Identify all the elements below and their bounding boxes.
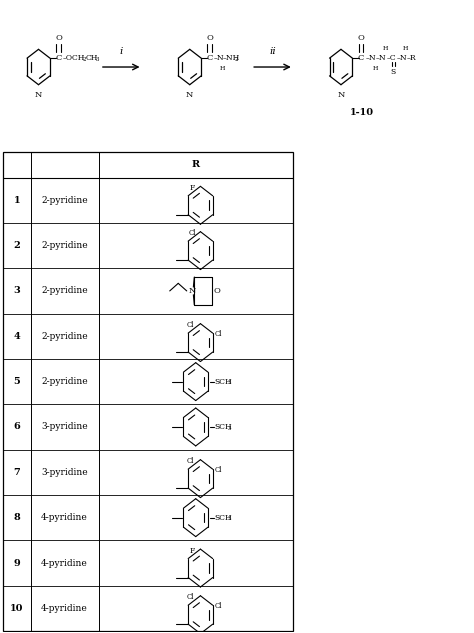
Text: Cl: Cl bbox=[214, 330, 221, 339]
Text: 9: 9 bbox=[13, 558, 20, 568]
Text: –N: –N bbox=[376, 54, 387, 62]
Text: N: N bbox=[189, 287, 196, 295]
Text: 2-pyridine: 2-pyridine bbox=[41, 196, 88, 204]
Text: C: C bbox=[207, 54, 213, 62]
Text: H: H bbox=[219, 66, 225, 71]
Text: 3: 3 bbox=[228, 517, 231, 522]
Text: 3-pyridine: 3-pyridine bbox=[41, 422, 88, 432]
Text: C: C bbox=[358, 54, 364, 62]
Text: F: F bbox=[189, 184, 194, 192]
Text: –C: –C bbox=[386, 54, 396, 62]
Text: ii: ii bbox=[269, 47, 276, 56]
Text: 8: 8 bbox=[13, 513, 20, 522]
Text: H: H bbox=[403, 46, 409, 51]
Text: –OCH: –OCH bbox=[62, 54, 85, 62]
Text: S: S bbox=[391, 68, 396, 76]
Text: F: F bbox=[189, 547, 194, 555]
Text: 3: 3 bbox=[228, 380, 231, 385]
Text: 2-pyridine: 2-pyridine bbox=[41, 286, 88, 296]
Bar bbox=[3, 153, 293, 631]
Text: C: C bbox=[55, 54, 62, 62]
Text: 4: 4 bbox=[13, 332, 20, 341]
Text: 1-10: 1-10 bbox=[350, 108, 374, 117]
Text: O: O bbox=[55, 34, 62, 42]
Text: –R: –R bbox=[407, 54, 417, 62]
Text: H: H bbox=[373, 66, 378, 71]
Text: 2-pyridine: 2-pyridine bbox=[41, 241, 88, 250]
Text: –N: –N bbox=[365, 54, 376, 62]
Text: O: O bbox=[206, 34, 213, 42]
Text: Cl: Cl bbox=[187, 592, 194, 601]
Text: 3-pyridine: 3-pyridine bbox=[41, 468, 88, 477]
Text: N: N bbox=[337, 91, 345, 99]
Text: SCH: SCH bbox=[215, 513, 232, 522]
Text: 4-pyridine: 4-pyridine bbox=[41, 604, 88, 613]
Text: –N: –N bbox=[396, 54, 407, 62]
Text: 2-pyridine: 2-pyridine bbox=[41, 377, 88, 386]
Text: O: O bbox=[357, 34, 365, 42]
Text: H: H bbox=[383, 46, 388, 51]
Text: R: R bbox=[191, 160, 200, 170]
Text: 3: 3 bbox=[228, 426, 231, 431]
Text: Cl: Cl bbox=[187, 321, 194, 329]
Text: 1: 1 bbox=[13, 196, 20, 204]
Text: –NH: –NH bbox=[223, 54, 240, 62]
Text: Cl: Cl bbox=[187, 457, 194, 465]
Text: 3: 3 bbox=[13, 286, 20, 296]
Text: O: O bbox=[214, 287, 220, 295]
Text: 2: 2 bbox=[234, 57, 238, 62]
Text: i: i bbox=[119, 47, 123, 56]
Text: SCH: SCH bbox=[215, 423, 232, 431]
Text: 10: 10 bbox=[10, 604, 24, 613]
Text: Cl: Cl bbox=[189, 229, 197, 237]
Text: 3: 3 bbox=[95, 57, 99, 62]
Text: 7: 7 bbox=[13, 468, 20, 477]
Text: Cl: Cl bbox=[214, 467, 221, 474]
Text: Cl: Cl bbox=[214, 603, 221, 610]
Text: CH: CH bbox=[86, 54, 98, 62]
Text: SCH: SCH bbox=[215, 378, 232, 385]
Text: 2: 2 bbox=[83, 57, 87, 62]
Text: –N: –N bbox=[213, 54, 224, 62]
Text: 5: 5 bbox=[13, 377, 20, 386]
Text: 4-pyridine: 4-pyridine bbox=[41, 558, 88, 568]
Text: N: N bbox=[35, 91, 42, 99]
Text: N: N bbox=[186, 91, 193, 99]
Text: 4-pyridine: 4-pyridine bbox=[41, 513, 88, 522]
Text: 2-pyridine: 2-pyridine bbox=[41, 332, 88, 341]
Text: 6: 6 bbox=[13, 422, 20, 432]
Text: 2: 2 bbox=[13, 241, 20, 250]
